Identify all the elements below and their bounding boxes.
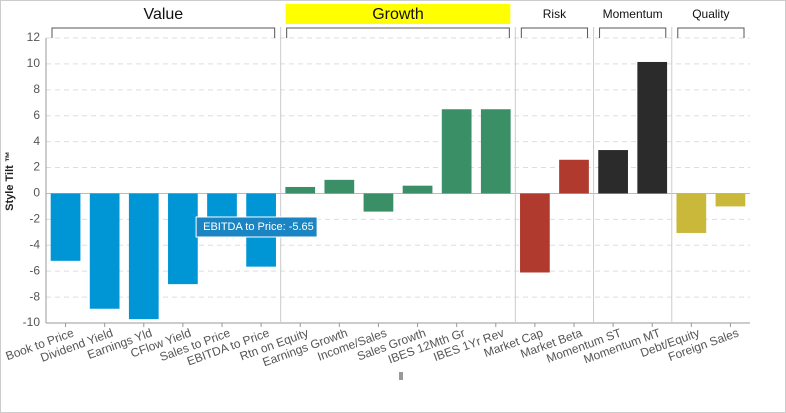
bar bbox=[637, 61, 668, 194]
bar bbox=[128, 193, 159, 320]
bar bbox=[168, 193, 198, 285]
bar bbox=[480, 109, 511, 194]
group-bracket bbox=[677, 27, 745, 38]
tooltip-text: EBITDA to Price: -5.65 bbox=[203, 221, 314, 233]
bar bbox=[402, 185, 433, 194]
y-tick-label: 0 bbox=[33, 186, 40, 200]
group-label: Momentum bbox=[603, 7, 663, 21]
y-tick-label: 8 bbox=[33, 82, 40, 96]
bar bbox=[324, 179, 355, 194]
group-highlight bbox=[285, 4, 511, 24]
bar bbox=[89, 193, 120, 309]
y-tick-label: -6 bbox=[29, 263, 40, 277]
bar bbox=[50, 193, 81, 261]
bar bbox=[441, 109, 472, 194]
bar bbox=[520, 193, 550, 273]
bar bbox=[285, 186, 316, 194]
group-bracket bbox=[520, 27, 589, 38]
bar bbox=[598, 150, 628, 194]
y-tick-label: -2 bbox=[29, 212, 40, 226]
y-tick-label: -8 bbox=[29, 289, 40, 303]
group-bracket bbox=[599, 27, 667, 38]
bar bbox=[559, 159, 589, 194]
group-label: Quality bbox=[692, 7, 729, 21]
y-axis-label: Style Tilt ™ bbox=[4, 151, 16, 211]
bar bbox=[676, 193, 707, 233]
y-tick-label: 4 bbox=[33, 134, 40, 148]
group-bracket bbox=[286, 27, 510, 38]
y-tick-label: -4 bbox=[29, 237, 40, 251]
y-tick-label: 10 bbox=[27, 56, 41, 70]
tooltip: EBITDA to Price: -5.65 bbox=[195, 216, 318, 238]
group-label: Value bbox=[143, 6, 183, 23]
scroll-handle[interactable] bbox=[399, 372, 403, 380]
y-tick-label: 12 bbox=[27, 30, 41, 44]
bar bbox=[715, 193, 746, 207]
group-label: Risk bbox=[543, 7, 567, 21]
bar bbox=[363, 193, 394, 212]
y-tick-label: -10 bbox=[23, 315, 41, 329]
group-label: Growth bbox=[372, 6, 424, 23]
group-bracket bbox=[51, 27, 276, 38]
y-tick-label: 6 bbox=[33, 108, 40, 122]
y-tick-label: 2 bbox=[33, 160, 40, 174]
tooltip-box bbox=[195, 216, 318, 238]
